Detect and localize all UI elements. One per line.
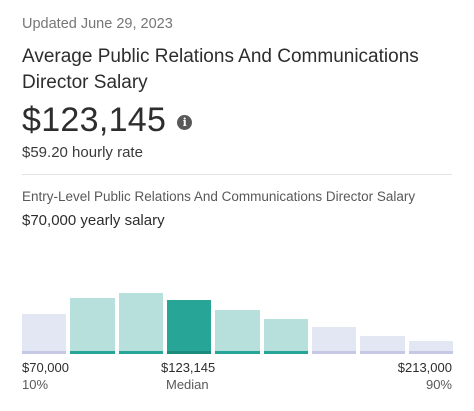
- axis-low-percentile: 10%: [22, 377, 49, 392]
- page-title: Average Public Relations And Communicati…: [22, 46, 419, 93]
- histogram-bar-baseline: [215, 351, 260, 354]
- entry-level-label: Entry-Level Public Relations And Communi…: [22, 189, 416, 204]
- histogram-bar-baseline: [408, 351, 453, 354]
- histogram-bar: [22, 314, 67, 354]
- histogram-bar: [263, 319, 308, 354]
- histogram-bar-baseline: [167, 351, 212, 354]
- hourly-rate: $59.20 hourly rate: [22, 144, 143, 161]
- updated-date: Updated June 29, 2023: [22, 16, 173, 32]
- entry-level-salary: $70,000 yearly salary: [22, 212, 165, 229]
- histogram-bar-baseline: [22, 351, 67, 354]
- average-salary: $123,145: [22, 101, 167, 139]
- histogram-bar: [118, 293, 163, 354]
- histogram-bar: [70, 298, 115, 354]
- salary-histogram: [22, 270, 453, 354]
- axis-low-value: $70,000: [22, 360, 69, 375]
- info-icon[interactable]: i: [177, 115, 193, 130]
- average-salary-row: $123,145 i: [22, 101, 193, 140]
- axis-median-label: Median: [166, 377, 209, 392]
- axis-median-value: $123,145: [161, 360, 216, 375]
- axis-high-value: $213,000: [397, 360, 452, 375]
- histogram-bar-baseline: [360, 351, 405, 354]
- histogram-bar-baseline: [312, 351, 357, 354]
- divider: [22, 174, 452, 175]
- axis-high-percentile: 90%: [425, 377, 452, 392]
- histogram-bar-baseline: [263, 351, 308, 354]
- histogram-bar: [215, 310, 260, 354]
- histogram-bar: [408, 341, 453, 354]
- histogram-bar-baseline: [118, 351, 163, 354]
- histogram-bar: [360, 336, 405, 354]
- histogram-bar: [167, 300, 212, 354]
- histogram-bar-baseline: [70, 351, 115, 354]
- histogram-bar: [312, 327, 357, 354]
